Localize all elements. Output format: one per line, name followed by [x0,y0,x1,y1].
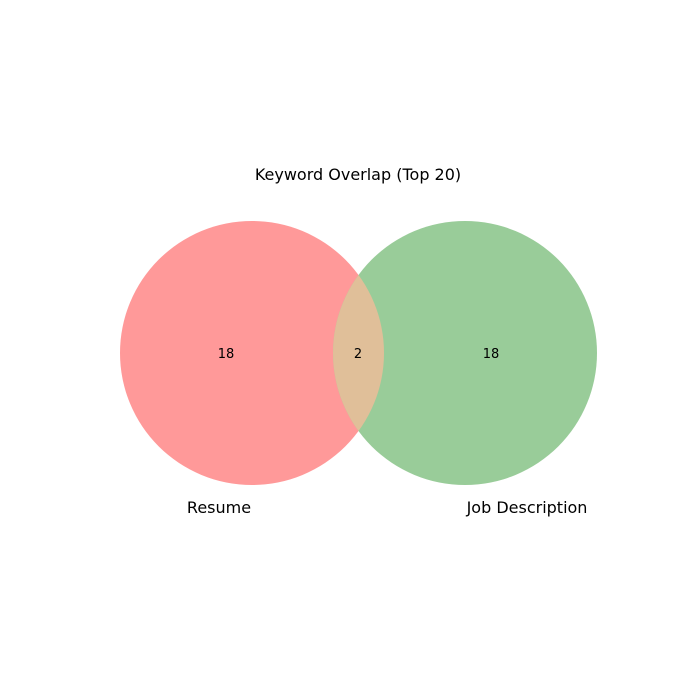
intersection-count: 2 [354,347,362,362]
job-description-set-label: Job Description [466,498,588,517]
diagram-title: Keyword Overlap (Top 20) [255,165,461,184]
job-description-only-count: 18 [483,347,500,362]
resume-only-count: 18 [218,347,235,362]
job-description-set-circle [333,221,597,485]
resume-set-label: Resume [187,498,251,517]
resume-set-circle [120,221,384,485]
